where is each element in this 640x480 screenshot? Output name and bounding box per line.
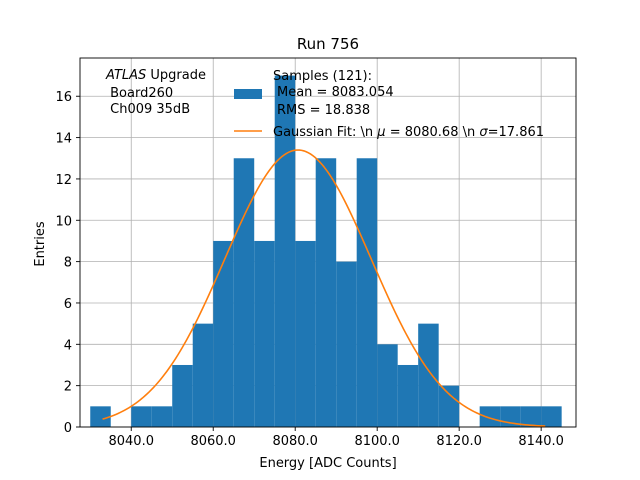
histogram-bar (438, 385, 460, 427)
histogram-bar (315, 158, 337, 427)
legend-fit-prefix: Gaussian Fit: \n (273, 125, 377, 140)
fit-layer (102, 149, 546, 427)
legend: Samples (121): Mean = 8083.054 RMS = 18.… (234, 69, 544, 140)
legend-hist-line-3: RMS = 18.838 (277, 103, 370, 118)
x-tick-label: 8120.0 (436, 434, 482, 449)
legend-hist-line-2: Mean = 8083.054 (277, 85, 394, 100)
x-axis-title: Energy [ADC Counts] (259, 456, 396, 471)
histogram-bar (254, 240, 275, 427)
x-tick-label: 8060.0 (190, 434, 236, 449)
histogram-bar (336, 261, 357, 427)
histogram-bar (274, 75, 296, 428)
y-tick-label: 10 (55, 214, 72, 229)
histogram-bar (172, 364, 193, 427)
histogram-bar (479, 406, 501, 427)
plot-frame (79, 57, 577, 428)
histogram-bar (213, 240, 234, 427)
x-tick-label: 8100.0 (354, 434, 400, 449)
y-tick-label: 14 (55, 132, 72, 147)
histogram-bar (377, 344, 398, 427)
histogram-bar (356, 158, 378, 427)
histogram-bar (397, 364, 419, 427)
x-tick-label: 8040.0 (108, 434, 154, 449)
y-tick-label: 0 (64, 421, 72, 436)
y-tick-label: 8 (64, 256, 72, 271)
histogram-bar (295, 240, 316, 427)
x-tick-label: 8140.0 (518, 434, 564, 449)
annotation-line-3: Ch009 35dB (106, 102, 190, 117)
annotation-line-2: Board260 (106, 86, 173, 101)
gaussian-fit-curve (102, 149, 546, 427)
histogram-bar (131, 406, 152, 427)
annotation-line-1: ATLAS Upgrade (105, 68, 206, 83)
legend-hist-line-1: Samples (121): (273, 69, 372, 84)
histogram-bar (192, 323, 214, 427)
y-tick-label: 16 (55, 90, 72, 105)
x-tick-label: 8080.0 (272, 434, 318, 449)
annotation-experiment: ATLAS (105, 68, 146, 83)
legend-fit-sigma-value: =17.861 (488, 125, 544, 140)
legend-fit-mu-value: = 8080.68 \n (386, 125, 480, 140)
y-tick-label: 6 (64, 297, 72, 312)
histogram-bar (418, 323, 439, 427)
legend-hist-swatch (234, 89, 262, 99)
histogram-bar (541, 406, 562, 427)
annotation-suffix: Upgrade (146, 68, 206, 83)
y-tick-label: 2 (64, 380, 72, 395)
atlas-annotation: ATLAS Upgrade Board260 Ch009 35dB (105, 68, 206, 117)
histogram-bar (520, 406, 542, 427)
chart-title: Run 756 (297, 35, 359, 53)
legend-fit-sigma-symbol: σ (479, 125, 488, 140)
y-tick-label: 4 (64, 338, 72, 353)
legend-fit-mu-symbol: μ (376, 125, 385, 140)
y-axis-title: Entries (33, 221, 48, 267)
histogram-bar (151, 406, 173, 427)
legend-fit-label: Gaussian Fit: \n μ = 8080.68 \n σ=17.861 (273, 125, 544, 140)
histogram-bar (233, 158, 255, 427)
histogram-bar (90, 406, 111, 427)
y-tick-label: 12 (55, 173, 72, 188)
axes: 8040.0 8060.0 8080.0 8100.0 8120.0 8140.0 0 2 4 6… (55, 57, 577, 449)
histogram-bars (90, 75, 562, 428)
